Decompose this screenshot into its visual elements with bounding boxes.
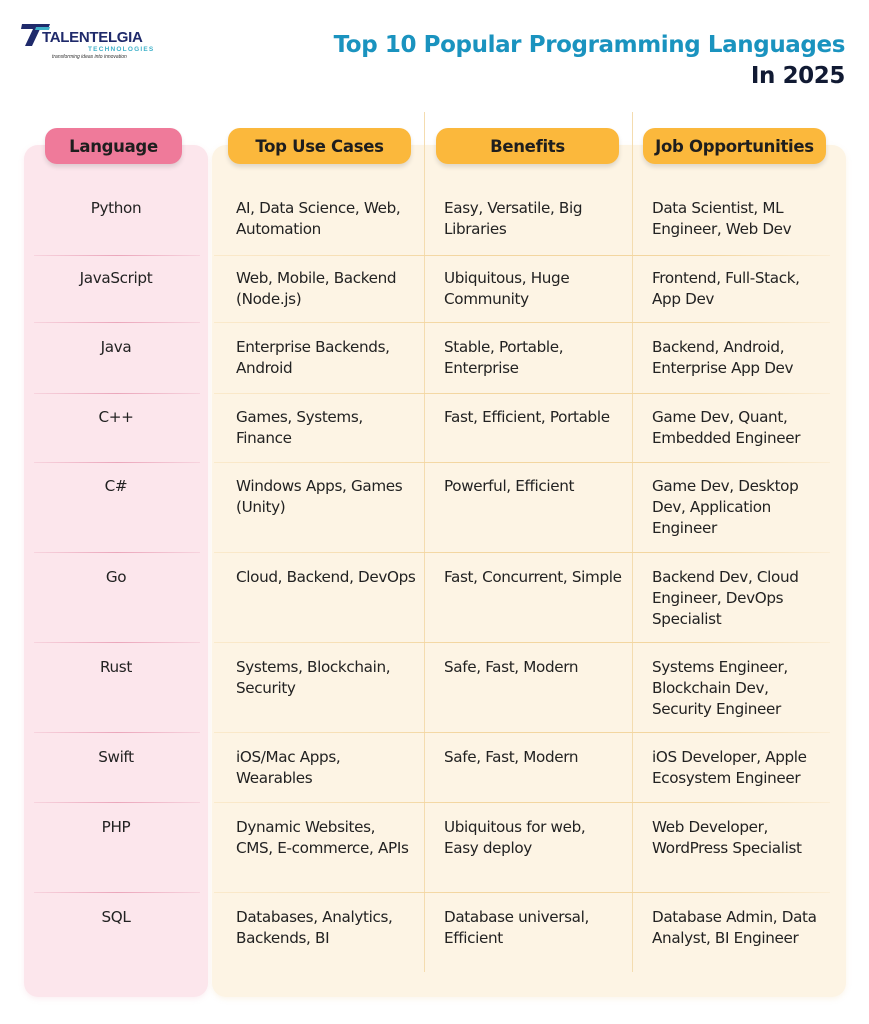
language-cell: C# xyxy=(104,477,128,495)
row-divider xyxy=(214,892,830,893)
benefits-cell: Powerful, Efficient xyxy=(444,477,575,495)
use-cases-cell: Systems, Blockchain, Security xyxy=(236,658,391,697)
row-divider xyxy=(34,802,200,803)
company-logo: TALENTELGIA TECHNOLOGIES transforming id… xyxy=(20,22,153,62)
benefits-cell: Fast, Efficient, Portable xyxy=(444,408,610,426)
row-divider xyxy=(34,462,200,463)
language-cell: Go xyxy=(105,568,127,586)
benefits-cell: Fast, Concurrent, Simple xyxy=(444,568,622,586)
language-cell: SQL xyxy=(101,908,131,926)
row-divider xyxy=(34,393,200,394)
row-divider xyxy=(214,642,830,643)
column-divider xyxy=(424,112,425,972)
language-cell: Rust xyxy=(100,658,132,676)
jobs-cell: iOS Developer, Apple Ecosystem Engineer xyxy=(652,748,807,787)
page-title: Top 10 Popular Programming Languages In … xyxy=(333,30,846,92)
benefits-cell: Ubiquitous for web, Easy deploy xyxy=(444,818,586,857)
use-cases-cell: Enterprise Backends, Android xyxy=(236,338,390,377)
header-top-use-cases: Top Use Cases xyxy=(228,128,411,164)
title-line-1: Top 10 Popular Programming Languages xyxy=(333,32,846,58)
jobs-cell: Backend, Android, Enterprise App Dev xyxy=(652,338,794,377)
row-divider xyxy=(34,892,200,893)
language-column-panel xyxy=(24,145,208,997)
use-cases-cell: iOS/Mac Apps, Wearables xyxy=(236,748,341,787)
logo-tagline: transforming ideas into innovation xyxy=(52,54,127,60)
language-cell: Swift xyxy=(98,748,134,766)
use-cases-cell: Web, Mobile, Backend (Node.js) xyxy=(236,269,397,308)
row-divider xyxy=(34,255,200,256)
row-divider xyxy=(214,462,830,463)
use-cases-cell: AI, Data Science, Web, Automation xyxy=(236,199,401,238)
jobs-cell: Data Scientist, ML Engineer, Web Dev xyxy=(652,199,792,238)
language-cell: C++ xyxy=(98,408,134,426)
row-divider xyxy=(214,322,830,323)
benefits-cell: Safe, Fast, Modern xyxy=(444,748,579,766)
use-cases-cell: Databases, Analytics, Backends, BI xyxy=(236,908,393,947)
use-cases-cell: Cloud, Backend, DevOps xyxy=(236,568,416,586)
row-divider xyxy=(34,732,200,733)
jobs-cell: Game Dev, Desktop Dev, Application Engin… xyxy=(652,477,799,537)
header-benefits: Benefits xyxy=(436,128,619,164)
logo-wordmark: TALENTELGIA xyxy=(42,29,143,46)
row-divider xyxy=(214,255,830,256)
jobs-cell: Systems Engineer, Blockchain Dev, Securi… xyxy=(652,658,788,718)
column-divider xyxy=(632,112,633,972)
row-divider xyxy=(34,642,200,643)
row-divider xyxy=(214,732,830,733)
jobs-cell: Frontend, Full-Stack, App Dev xyxy=(652,269,800,308)
benefits-cell: Database universal, Efficient xyxy=(444,908,589,947)
row-divider xyxy=(34,322,200,323)
language-cell: JavaScript xyxy=(79,269,153,287)
benefits-cell: Safe, Fast, Modern xyxy=(444,658,579,676)
use-cases-cell: Dynamic Websites, CMS, E-commerce, APIs xyxy=(236,818,409,857)
title-line-2: In 2025 xyxy=(750,63,846,89)
use-cases-cell: Windows Apps, Games (Unity) xyxy=(236,477,403,516)
details-columns-panel xyxy=(212,145,846,997)
jobs-cell: Web Developer, WordPress Specialist xyxy=(652,818,802,857)
header-language: Language xyxy=(45,128,182,164)
language-cell: Python xyxy=(90,199,142,217)
jobs-cell: Game Dev, Quant, Embedded Engineer xyxy=(652,408,801,447)
logo-t-mark-icon xyxy=(21,24,50,46)
jobs-cell: Database Admin, Data Analyst, BI Enginee… xyxy=(652,908,817,947)
benefits-cell: Easy, Versatile, Big Libraries xyxy=(444,199,583,238)
benefits-cell: Ubiquitous, Huge Community xyxy=(444,269,570,308)
benefits-cell: Stable, Portable, Enterprise xyxy=(444,338,564,377)
row-divider xyxy=(34,552,200,553)
row-divider xyxy=(214,552,830,553)
jobs-cell: Backend Dev, Cloud Engineer, DevOps Spec… xyxy=(652,568,799,628)
row-divider xyxy=(214,802,830,803)
language-cell: PHP xyxy=(101,818,131,836)
logo-subtitle: TECHNOLOGIES xyxy=(88,46,155,53)
header-job-opportunities: Job Opportunities xyxy=(643,128,826,164)
row-divider xyxy=(214,393,830,394)
use-cases-cell: Games, Systems, Finance xyxy=(236,408,363,447)
language-cell: Java xyxy=(100,338,132,356)
